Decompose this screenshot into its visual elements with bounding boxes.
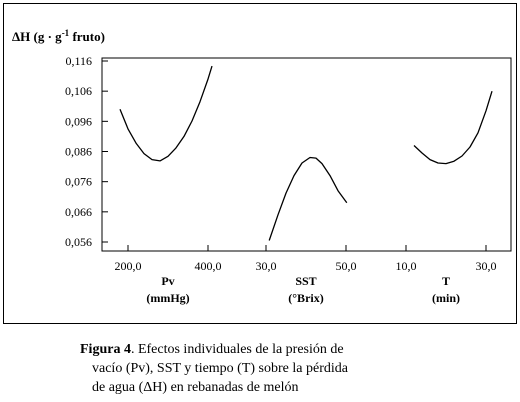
panel-pv: 200,0 400,0 Pv (mmHg) bbox=[115, 65, 222, 305]
x-tick-label: 400,0 bbox=[195, 259, 222, 273]
x-axis-name: T bbox=[442, 274, 450, 288]
panel-sst: 30,0 50,0 SST (°Brix) bbox=[256, 156, 357, 305]
y-tick-label: 0,076 bbox=[65, 175, 92, 189]
x-tick-label: 30,0 bbox=[256, 259, 277, 273]
y-tick-label: 0,066 bbox=[65, 205, 92, 219]
y-axis-title-sup: -1 bbox=[62, 28, 70, 38]
y-tick-label: 0,106 bbox=[65, 84, 92, 98]
y-axis-title-main: ΔH (g · g bbox=[12, 29, 62, 44]
x-axis-name: SST bbox=[295, 274, 316, 288]
x-tick-label: 200,0 bbox=[115, 259, 142, 273]
figure-caption: Figura 4. Efectos individuales de la pre… bbox=[80, 340, 460, 397]
y-tick-label: 0,056 bbox=[65, 235, 92, 249]
x-axis-unit: (°Brix) bbox=[288, 291, 323, 305]
figure-frame bbox=[3, 3, 517, 324]
plot-area bbox=[101, 57, 512, 252]
x-tick-label: 10,0 bbox=[396, 259, 417, 273]
effect-curve bbox=[268, 156, 348, 241]
y-axis-title: ΔH (g · g-1 fruto) bbox=[12, 28, 105, 44]
x-axis-unit: (mmHg) bbox=[146, 291, 189, 305]
caption-line-3: de agua (ΔH) en rebanadas de melón bbox=[92, 380, 299, 395]
caption-line-1: Figura 4. Efectos individuales de la pre… bbox=[80, 340, 460, 359]
x-tick-label: 30,0 bbox=[476, 259, 497, 273]
x-tick-label: 50,0 bbox=[336, 259, 357, 273]
caption-line-2: vacío (Pv), SST y tiempo (T) sobre la pé… bbox=[92, 361, 348, 376]
y-tick-label: 0,116 bbox=[65, 54, 92, 68]
y-tick-label: 0,086 bbox=[65, 145, 92, 159]
caption-label: Figura 4 bbox=[80, 342, 131, 357]
effect-curve bbox=[119, 65, 213, 162]
caption-text-1: . Efectos individuales de la presión de bbox=[130, 342, 344, 357]
x-axis-name: Pv bbox=[161, 274, 174, 288]
y-axis-title-tail: fruto) bbox=[69, 29, 105, 44]
x-axis-unit: (min) bbox=[432, 291, 460, 305]
y-tick-label: 0,096 bbox=[65, 114, 92, 128]
panel-t: 10,0 30,0 T (min) bbox=[396, 91, 497, 305]
effect-curve bbox=[413, 91, 493, 165]
effects-chart: ΔH (g · g-1 fruto) 0,116 0,106 0,096 0,086 0… bbox=[12, 28, 512, 305]
